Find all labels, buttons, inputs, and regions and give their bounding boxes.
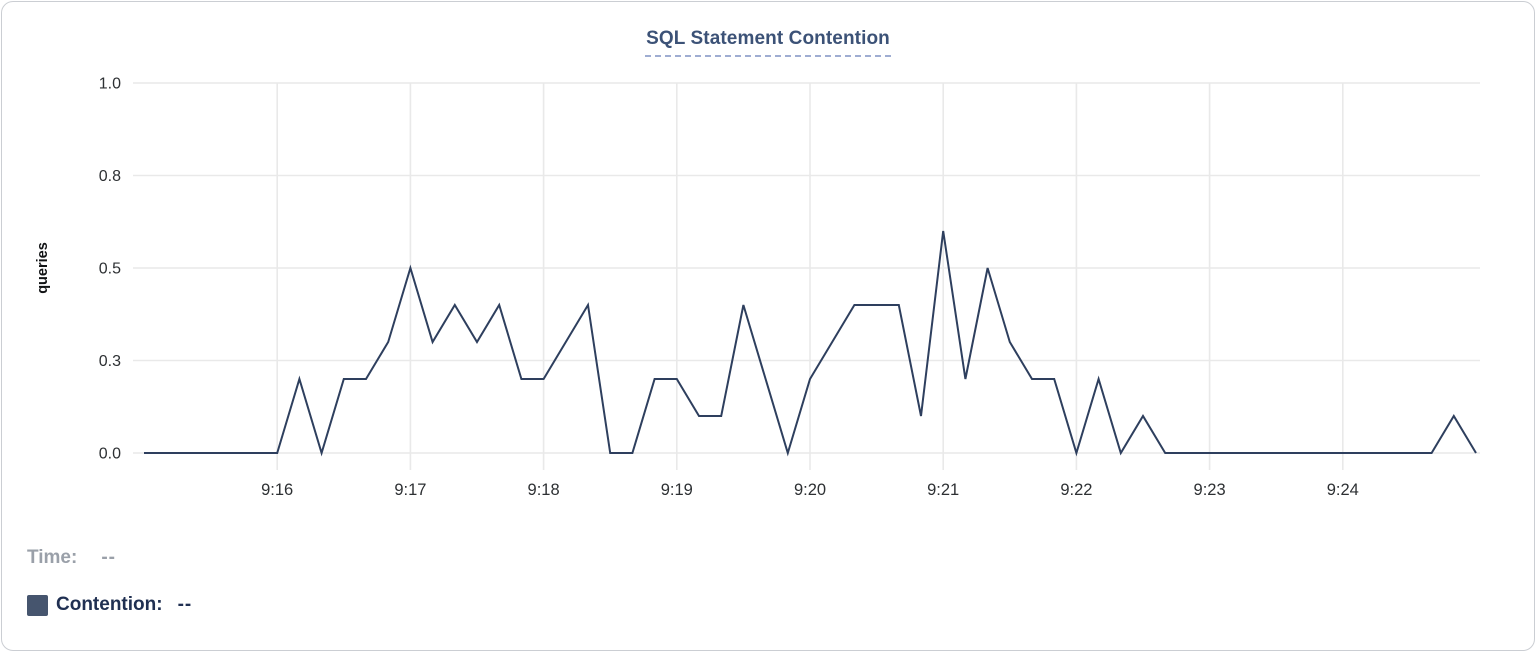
- y-tick-label: 1.0: [99, 76, 121, 93]
- legend-contention-label: Contention:: [56, 594, 163, 615]
- y-axis-label: queries: [35, 242, 51, 294]
- legend-time-value: --: [101, 547, 116, 568]
- chart-title[interactable]: SQL Statement Contention: [645, 28, 891, 57]
- y-tick-label: 0.3: [99, 353, 121, 370]
- legend-time-row: Time: --: [27, 546, 192, 570]
- x-tick-label: 9:21: [927, 481, 959, 499]
- contention-series-line: [144, 230, 1477, 457]
- x-tick-label: 9:18: [528, 481, 560, 499]
- x-tick-label: 9:17: [394, 481, 426, 499]
- x-tick-label: 9:16: [261, 481, 293, 499]
- x-tick-label: 9:22: [1060, 481, 1092, 499]
- y-tick-label: 0.5: [99, 261, 121, 278]
- legend-time-label: Time:: [27, 547, 78, 568]
- y-tick-label: 0.0: [99, 446, 121, 463]
- x-tick-label: 9:23: [1194, 481, 1226, 499]
- x-tick-label: 9:20: [794, 481, 826, 499]
- chart-legend: Time: -- Contention: --: [27, 546, 192, 640]
- contention-series-swatch: [27, 594, 48, 616]
- legend-contention-row[interactable]: Contention: --: [27, 593, 192, 617]
- chart-title-row: SQL Statement Contention: [0, 28, 1536, 57]
- legend-contention-value: --: [177, 594, 193, 615]
- y-tick-label: 0.8: [99, 168, 121, 185]
- x-tick-label: 9:24: [1327, 481, 1359, 499]
- x-tick-label: 9:19: [661, 481, 693, 499]
